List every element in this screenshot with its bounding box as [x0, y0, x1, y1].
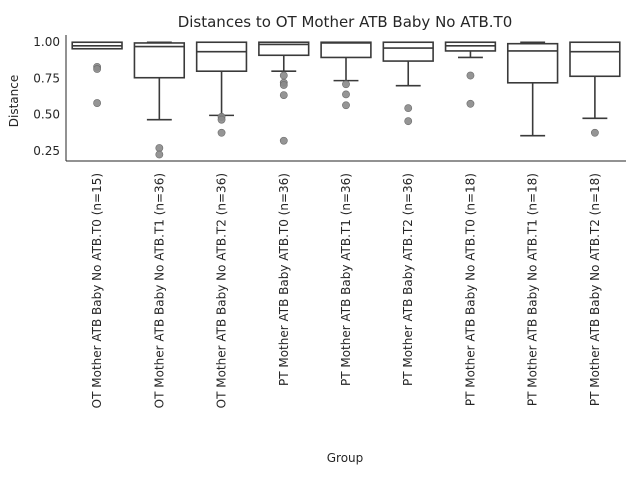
box [320, 41, 372, 59]
outlier-point [342, 90, 350, 99]
outlier-point [155, 144, 164, 152]
plot-area: 0.25 0.50 0.75 1.00 OT Mother ATB Baby No AT… [33, 35, 626, 408]
outlier-point [155, 150, 164, 159]
outlier-point [466, 99, 475, 108]
outlier-point [279, 71, 288, 80]
x-tick-label: PT Mother ATB Baby ATB.T1 (n=36) [339, 173, 353, 386]
outlier-point [342, 101, 350, 110]
y-axis-label: Distance [7, 75, 21, 127]
box [133, 42, 186, 79]
outlier-point [279, 91, 288, 100]
box [569, 41, 621, 78]
x-tick-label: OT Mother ATB Baby No ATB.T2 (n=36) [215, 173, 229, 408]
box [506, 42, 559, 84]
x-tick-label: OT Mother ATB Baby No ATB.T0 (n=15) [90, 173, 104, 408]
outlier-point [404, 117, 413, 126]
outlier-point [590, 128, 599, 137]
y-tick-label: 0.25 [33, 144, 60, 158]
x-tick-label: PT Mother ATB Baby No ATB.T1 (n=18) [526, 173, 540, 406]
outlier-point [279, 136, 288, 145]
box [195, 41, 248, 73]
y-tick-label: 0.50 [33, 108, 60, 122]
x-tick-label: PT Mother ATB Baby No ATB.T0 (n=18) [463, 173, 477, 406]
x-axis-label: Group [327, 451, 364, 465]
outlier-point [279, 81, 288, 89]
x-tick-label: OT Mother ATB Baby No ATB.T1 (n=36) [152, 173, 166, 408]
box [382, 41, 434, 62]
outlier-point [342, 80, 350, 89]
x-tick-label: PT Mother ATB Baby ATB.T0 (n=36) [277, 173, 291, 386]
outlier-point [217, 128, 226, 137]
x-tick-label: PT Mother ATB Baby ATB.T2 (n=36) [401, 173, 415, 386]
outlier-point [93, 65, 102, 73]
outlier-point [217, 115, 226, 124]
y-tick-label: 1.00 [33, 35, 60, 49]
outlier-point [404, 104, 413, 113]
x-tick-label: PT Mother ATB Baby No ATB.T2 (n=18) [588, 173, 602, 406]
box [258, 41, 310, 57]
outlier-point [466, 71, 475, 80]
outlier-point [93, 99, 102, 107]
chart-title: Distances to OT Mother ATB Baby No ATB.T… [178, 13, 513, 31]
y-tick-label: 0.75 [33, 71, 60, 85]
